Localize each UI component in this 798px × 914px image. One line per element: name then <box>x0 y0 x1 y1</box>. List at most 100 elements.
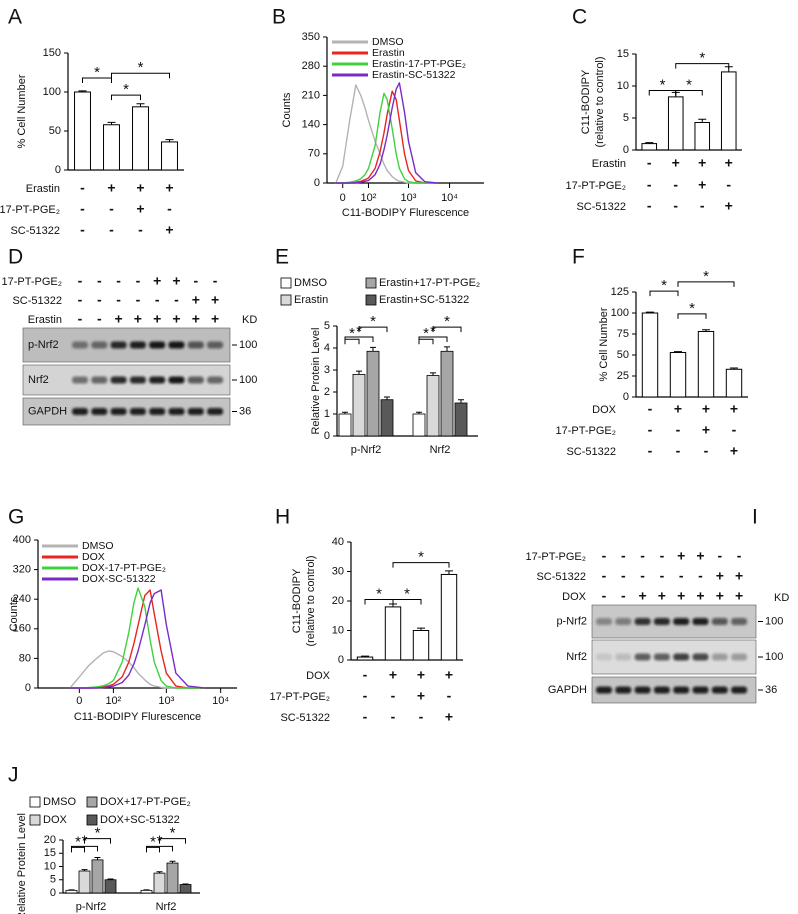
blot-band <box>207 408 224 415</box>
blot-band <box>168 376 185 384</box>
y-tick-label: 280 <box>302 60 320 72</box>
legend-swatch <box>29 814 41 826</box>
bar <box>412 413 426 437</box>
condition-mark: + <box>730 401 738 417</box>
treatment-mark: + <box>153 273 161 289</box>
blot-band <box>129 408 146 415</box>
condition-mark: - <box>363 667 368 683</box>
error-bar <box>417 627 425 631</box>
y-tick-label: 210 <box>302 89 320 101</box>
blot-band <box>187 376 204 384</box>
significance-bracket <box>159 838 186 844</box>
condition-mark: + <box>725 198 733 214</box>
legend-swatch <box>29 796 41 808</box>
histogram-line <box>335 90 438 184</box>
error-bar <box>416 411 422 414</box>
treatment-mark: + <box>716 588 724 604</box>
significance-bracket <box>392 599 422 605</box>
condition-label: SC-51322 <box>10 225 60 237</box>
blot-row-label: GAPDH <box>28 405 67 417</box>
significance-label: * <box>660 76 666 93</box>
blot-band <box>653 653 670 661</box>
treatment-mark: + <box>172 311 180 327</box>
y-tick-label: 10 <box>44 860 56 872</box>
significance-label: * <box>370 313 376 330</box>
x-tick-label: 0 <box>340 192 346 204</box>
blot-row-label: GAPDH <box>548 684 587 696</box>
condition-label: SC-51322 <box>280 712 330 724</box>
blot-band <box>129 341 146 349</box>
condition-mark: + <box>417 667 425 683</box>
x-tick-label: 10² <box>361 192 377 204</box>
treatment-mark: + <box>134 311 142 327</box>
y-tick-label: 0 <box>50 887 56 899</box>
error-bar <box>78 90 87 92</box>
y-tick-label: 4 <box>324 342 330 354</box>
y-tick-label: 25 <box>617 370 629 382</box>
error-bar <box>645 142 654 144</box>
treatment-mark: + <box>172 273 180 289</box>
blot-band <box>149 376 166 384</box>
y-tick-label: 0 <box>55 164 61 176</box>
histogram-line <box>335 92 438 184</box>
histogram-line <box>70 589 205 689</box>
panel-letter: I <box>752 506 758 529</box>
condition-label: DOX <box>306 670 331 682</box>
y-tick-label: 70 <box>308 148 320 160</box>
significance-label: * <box>686 76 692 93</box>
condition-label: Erastin <box>592 158 626 170</box>
y-tick-label: 350 <box>302 31 320 43</box>
significance-label: * <box>150 833 156 850</box>
legend-label: Erastin+SC-51322 <box>379 294 469 306</box>
panel-letter: F <box>572 246 585 269</box>
y-tick-label: 20 <box>44 834 56 846</box>
condition-mark: - <box>704 443 709 459</box>
legend-label: DOX <box>82 551 105 563</box>
significance-bracket <box>677 313 707 319</box>
condition-label: Erastin <box>26 183 60 195</box>
legend-swatch <box>365 277 377 289</box>
significance-label: * <box>123 81 129 98</box>
y-tick-label: 50 <box>617 349 629 361</box>
y-tick-label: 0 <box>314 177 320 189</box>
y-axis-label: (relative to control) <box>594 56 606 147</box>
x-tick-label: 10³ <box>401 192 417 204</box>
blot-band <box>207 376 224 384</box>
significance-bracket <box>675 63 730 69</box>
kd-header: KD <box>242 314 257 326</box>
y-tick-label: 400 <box>13 534 31 546</box>
treatment-mark: - <box>602 548 607 564</box>
condition-mark: + <box>698 177 706 193</box>
condition-mark: - <box>673 198 678 214</box>
y-tick-label: 320 <box>13 564 31 576</box>
panel-letter: C <box>572 6 587 29</box>
error-bar <box>702 329 710 332</box>
treatment-mark: + <box>696 548 704 564</box>
x-tick-label: Nrf2 <box>430 444 451 456</box>
condition-mark: - <box>647 177 652 193</box>
treatment-mark: + <box>639 588 647 604</box>
condition-label: 17-PT-PGE₂ <box>0 204 60 216</box>
blot-band <box>110 341 127 349</box>
condition-mark: - <box>80 201 85 217</box>
treatment-mark: - <box>78 311 83 327</box>
blot-band <box>129 376 146 384</box>
y-axis-label: (relative to control) <box>305 555 317 646</box>
histogram-line <box>69 650 205 689</box>
bar <box>669 351 687 398</box>
bar <box>725 368 743 398</box>
blot-band <box>673 618 690 625</box>
condition-mark: + <box>672 155 680 171</box>
condition-label: 17-PT-PGE₂ <box>565 180 626 192</box>
kd-header: KD <box>774 592 789 604</box>
error-bar <box>444 346 450 352</box>
y-tick-label: 0 <box>623 144 629 156</box>
condition-mark: - <box>648 443 653 459</box>
bar <box>641 143 658 151</box>
condition-mark: - <box>647 198 652 214</box>
error-bar <box>107 121 116 125</box>
bar <box>454 402 468 437</box>
treatment-mark: + <box>211 292 219 308</box>
condition-mark: + <box>702 401 710 417</box>
legend-label: DMSO <box>372 36 404 48</box>
